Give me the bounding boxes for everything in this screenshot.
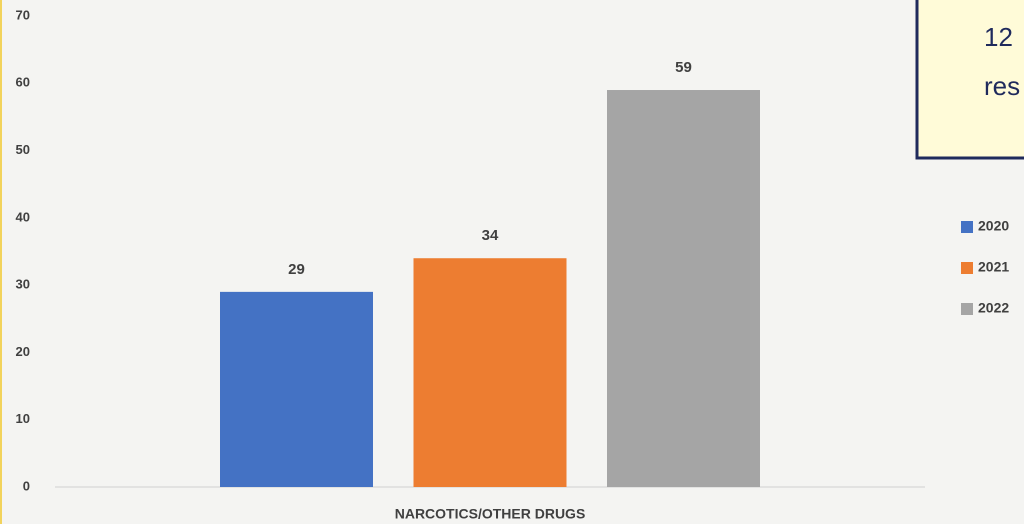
x-tick-label: NARCOTICS/OTHER DRUGS [395, 506, 586, 522]
bar [607, 90, 760, 487]
text-box-frame [915, 0, 1024, 160]
y-tick-label: 50 [16, 142, 30, 157]
legend-swatch [961, 303, 973, 315]
legend-swatch [961, 221, 973, 233]
legend-label: 2020 [978, 218, 1009, 234]
y-tick-label: 60 [16, 75, 30, 90]
y-tick-label: 0 [23, 478, 30, 493]
legend-label: 2021 [978, 259, 1009, 275]
text-box-line: 12 [984, 22, 1013, 52]
y-tick-label: 30 [16, 277, 30, 292]
y-tick-label: 20 [16, 344, 30, 359]
bar [220, 291, 373, 487]
y-tick-label: 40 [16, 209, 30, 224]
bar [413, 258, 567, 487]
data-label: 34 [482, 227, 499, 244]
data-label: 59 [675, 59, 692, 76]
text-box-line: res [984, 71, 1020, 101]
text-box: 12 res [915, 0, 1024, 160]
y-tick-label: 70 [16, 7, 30, 22]
y-tick-label: 10 [16, 411, 30, 426]
legend-label: 2022 [978, 300, 1009, 316]
legend-swatch [961, 262, 973, 274]
data-label: 29 [288, 261, 305, 278]
